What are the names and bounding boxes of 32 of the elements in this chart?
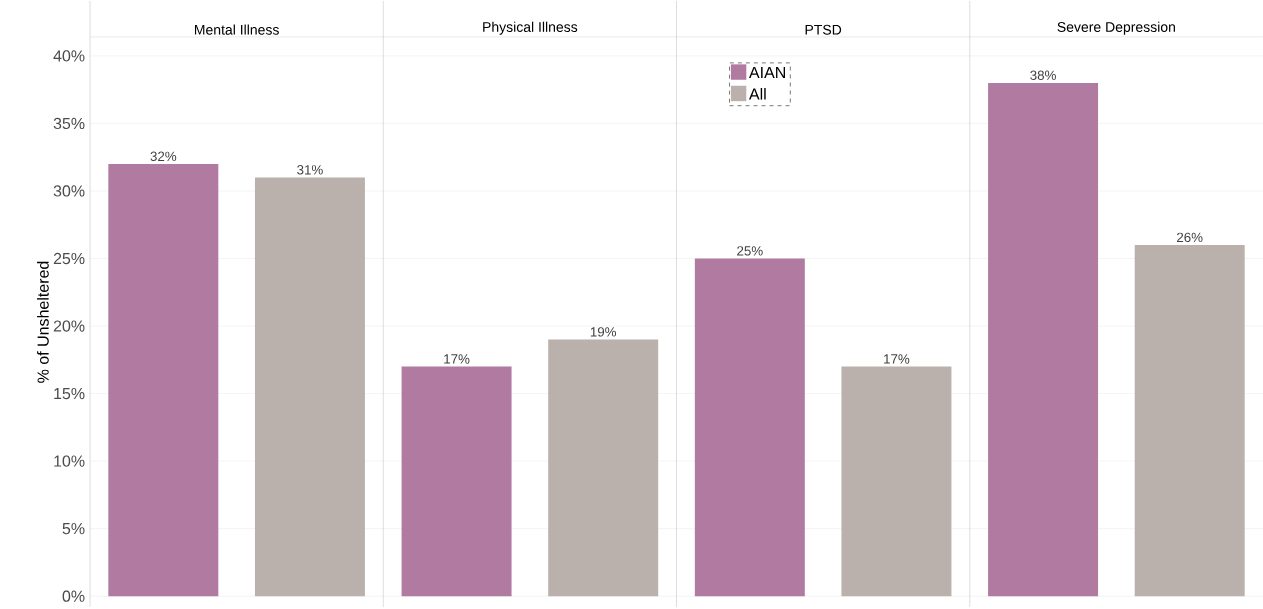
data-label: 25% [737, 246, 763, 256]
data-label: 32% [150, 151, 177, 162]
y-axis-title: % of Unsheltered [37, 261, 49, 383]
bar [694, 258, 805, 597]
bar [548, 339, 659, 597]
data-label: 19% [590, 327, 617, 337]
bar [841, 366, 952, 597]
data-label: 17% [444, 354, 470, 364]
legend-label: AIAN [748, 66, 785, 78]
y-tick-label: 40% [53, 50, 85, 62]
bar [1134, 244, 1245, 597]
y-tick-label: 0% [62, 590, 85, 602]
data-label: 26% [1177, 232, 1203, 243]
y-tick-label: 35% [53, 117, 85, 130]
bar [254, 177, 365, 597]
x-tick-label: Mental Illness [194, 24, 279, 35]
x-tick-label: Physical Illness [483, 21, 578, 35]
data-label: 17% [884, 354, 910, 364]
data-label: 38% [1030, 70, 1056, 80]
bar [108, 163, 219, 597]
y-tick-label: 5% [62, 523, 85, 535]
x-tick-label: Severe Depression [1057, 21, 1175, 35]
legend-label: All [748, 88, 766, 100]
x-tick-label: PTSD [805, 24, 842, 35]
data-label: 31% [297, 165, 323, 175]
y-tick-label: 15% [54, 387, 85, 400]
y-tick-label: 20% [53, 320, 85, 332]
y-tick-label: 25% [53, 252, 85, 265]
y-tick-label: 10% [54, 455, 85, 467]
bar [401, 366, 512, 597]
y-tick-label: 30% [53, 185, 85, 197]
bar [988, 82, 1099, 597]
